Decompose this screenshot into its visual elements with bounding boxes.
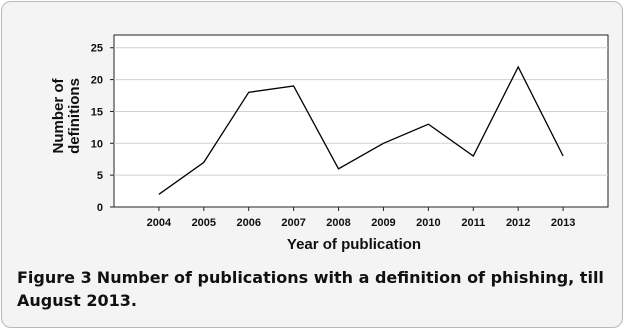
x-axis-title: Year of publication — [287, 236, 421, 253]
x-tick-label: 2006 — [236, 217, 260, 229]
caption-text: Number of publications with a definition… — [17, 268, 604, 310]
x-tick-label: 2009 — [371, 217, 395, 229]
y-tick-label: 20 — [91, 75, 103, 87]
x-axis-ticks: 2004 2005 2006 2007 2008 2009 2010 2011 2012 2013 — [147, 207, 575, 229]
x-tick-label: 2005 — [192, 217, 216, 229]
y-axis-title-line-1: Number of — [50, 77, 67, 153]
y-tick-label: 15 — [91, 106, 103, 118]
plot-area — [113, 34, 609, 208]
caption-label: Figure 3 — [17, 268, 92, 287]
y-axis-ticks: 0 5 10 15 20 25 — [91, 43, 114, 214]
x-tick-label: 2008 — [326, 217, 350, 229]
y-axis-title-line-2: definitions — [66, 78, 83, 154]
x-tick-label: 2011 — [461, 217, 485, 229]
x-tick-label: 2004 — [147, 217, 172, 229]
x-tick-label: 2010 — [416, 217, 440, 229]
x-tick-label: 2012 — [506, 217, 530, 229]
x-tick-label: 2007 — [281, 217, 305, 229]
gridlines — [114, 47, 608, 176]
y-tick-label: 0 — [97, 202, 103, 214]
figure-caption: Figure 3 Number of publications with a d… — [17, 266, 607, 312]
y-tick-label: 5 — [97, 170, 103, 182]
y-tick-label: 25 — [91, 43, 103, 55]
y-tick-label: 10 — [91, 138, 103, 150]
series-line — [158, 65, 564, 195]
x-tick-label: 2013 — [551, 217, 575, 229]
